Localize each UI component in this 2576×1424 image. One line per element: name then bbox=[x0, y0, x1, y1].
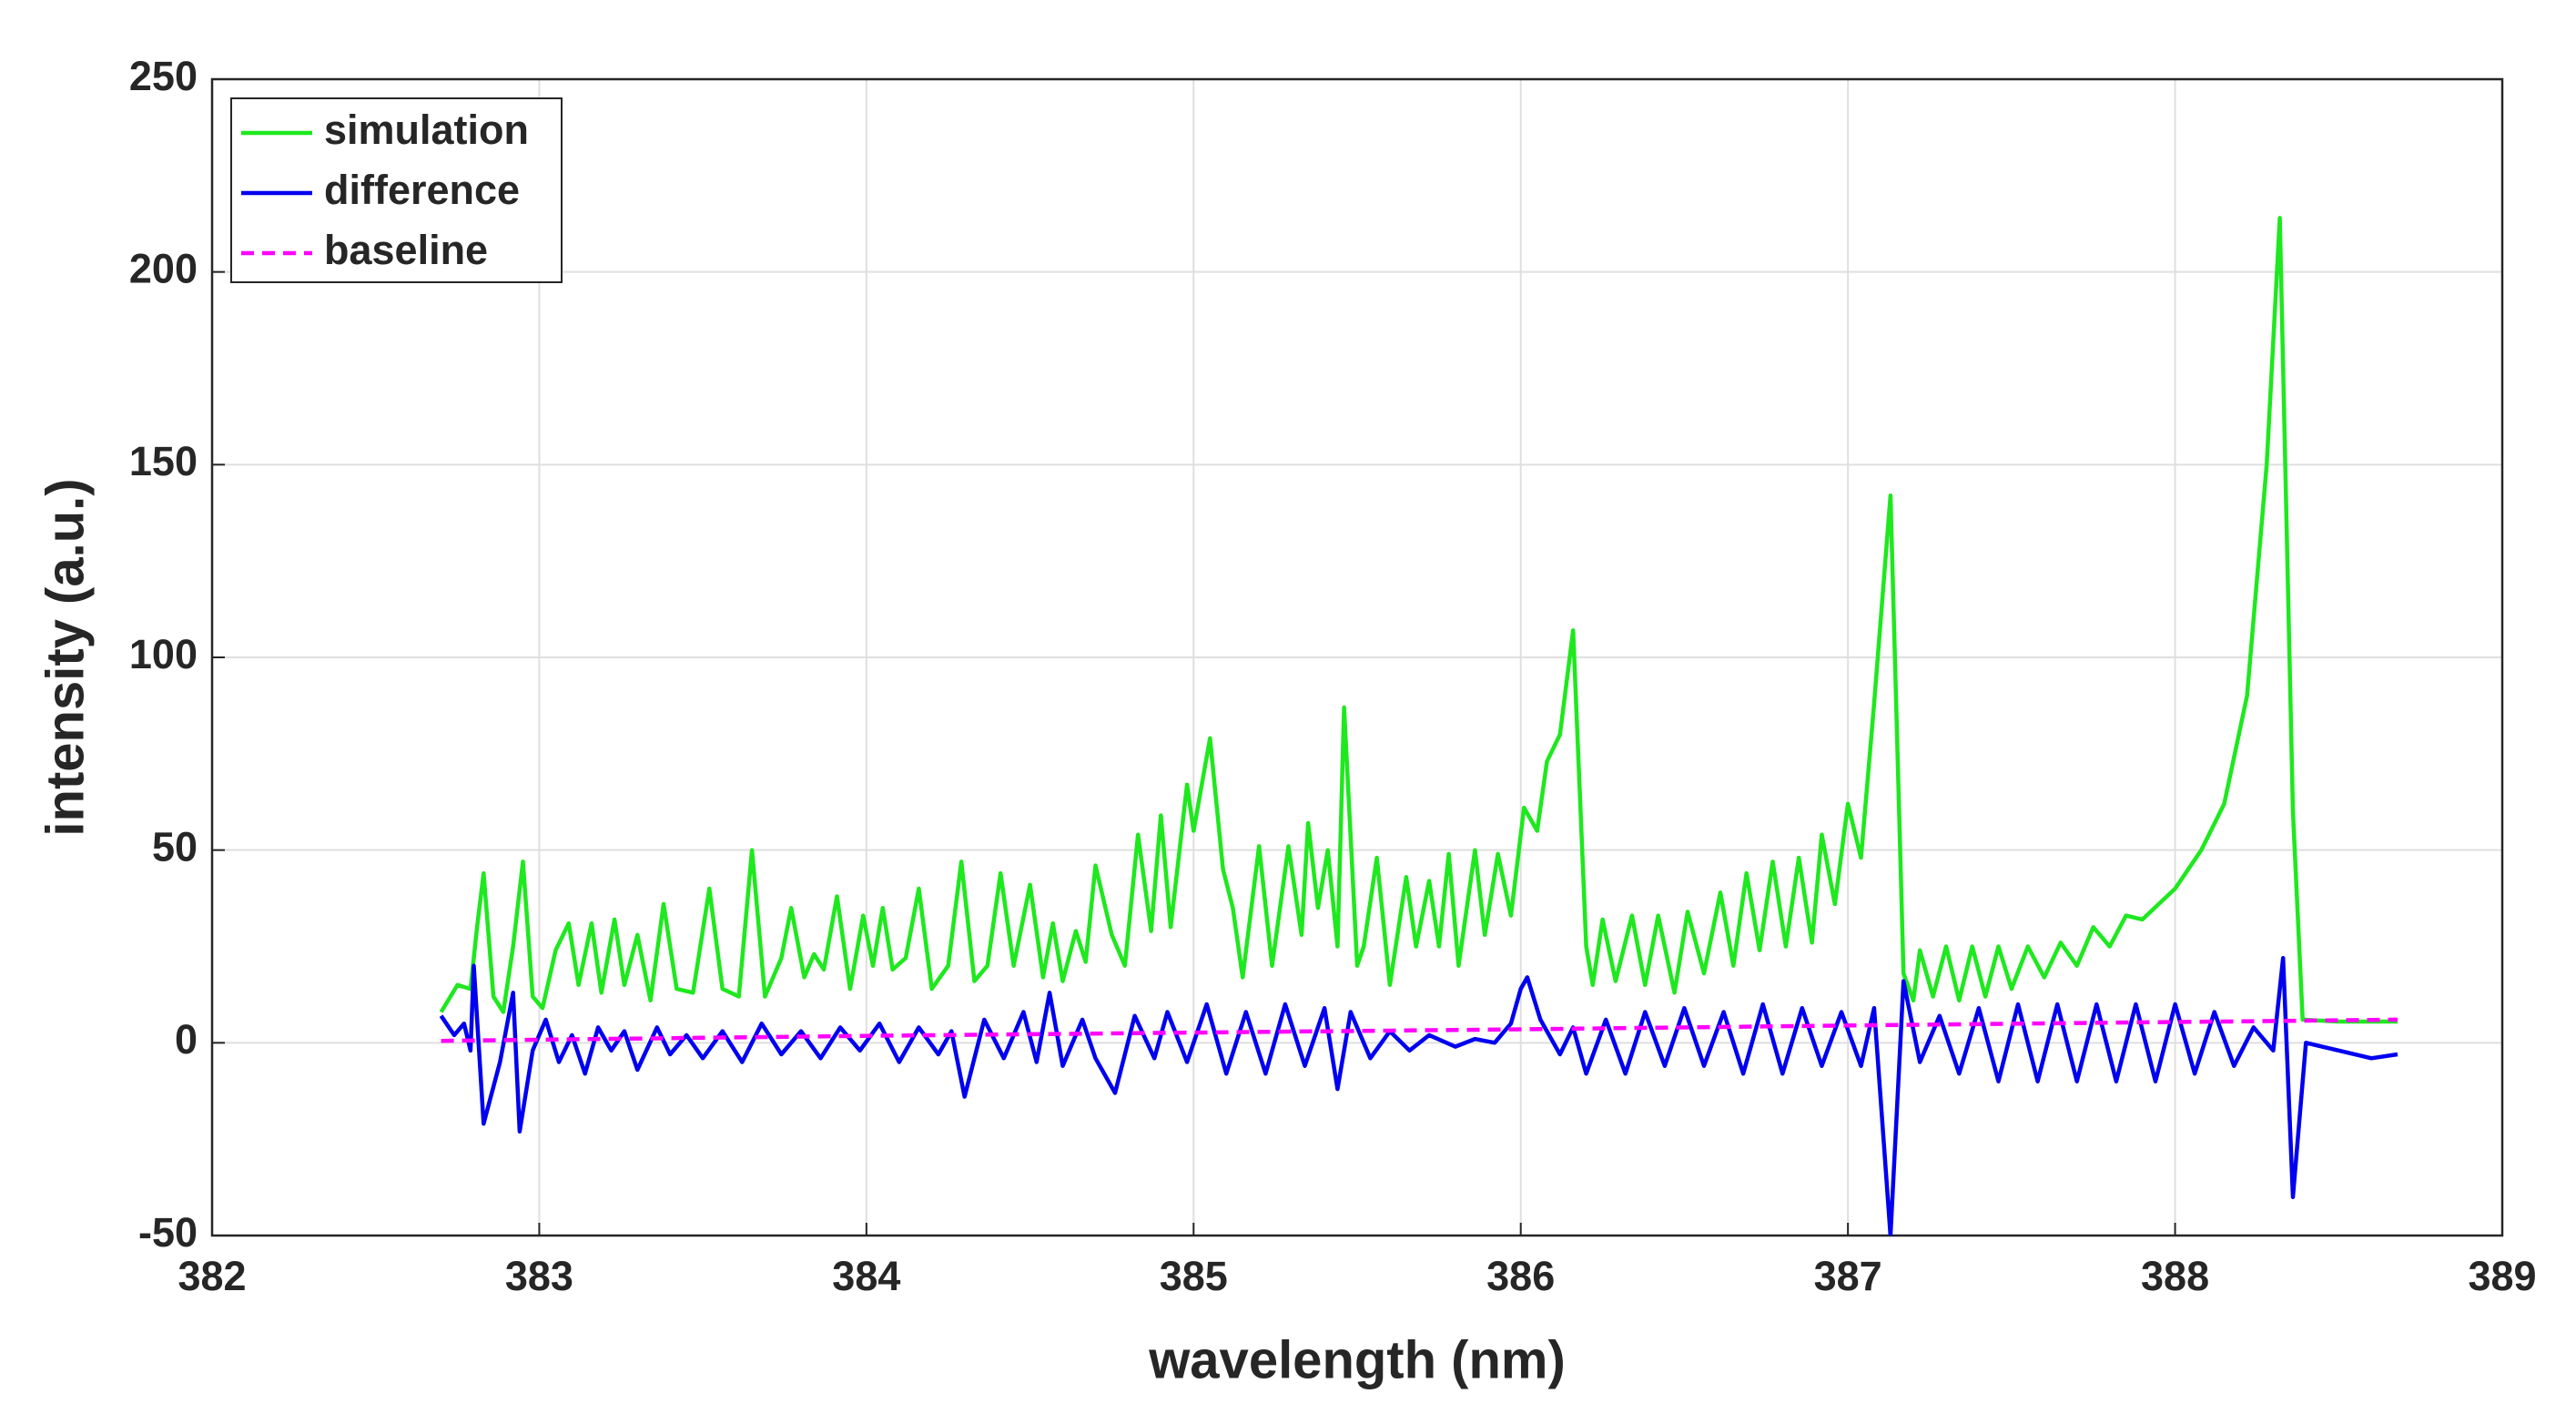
series-line bbox=[441, 1017, 2399, 1043]
x-tick-label: 389 bbox=[2468, 1253, 2536, 1299]
x-tick-label: 383 bbox=[505, 1253, 573, 1299]
x-tick-label: 384 bbox=[832, 1253, 900, 1299]
y-tick-label: 0 bbox=[175, 1016, 198, 1063]
legend-label: baseline bbox=[324, 227, 488, 273]
x-tick-label: 382 bbox=[177, 1253, 246, 1299]
y-tick-label: 150 bbox=[129, 438, 198, 484]
y-axis-label: intensity (a.u.) bbox=[35, 478, 95, 836]
y-tick-label: 50 bbox=[152, 824, 198, 870]
y-tick-label: 200 bbox=[129, 246, 198, 292]
x-tick-label: 385 bbox=[1160, 1253, 1228, 1299]
x-axis-label: wavelength (nm) bbox=[1148, 1330, 1566, 1389]
series-line bbox=[439, 216, 2398, 1024]
x-tick-label: 388 bbox=[2141, 1253, 2209, 1299]
y-tick-label: 100 bbox=[129, 631, 198, 677]
y-tick-label: 250 bbox=[129, 53, 198, 99]
x-tick-label: 386 bbox=[1486, 1253, 1555, 1299]
legend-label: simulation bbox=[324, 107, 529, 153]
x-tick-label: 387 bbox=[1814, 1253, 1882, 1299]
legend-label: difference bbox=[324, 167, 520, 213]
series-line bbox=[439, 955, 2399, 1236]
y-tick-label: -50 bbox=[138, 1209, 198, 1256]
plot-frame bbox=[210, 77, 2504, 1237]
